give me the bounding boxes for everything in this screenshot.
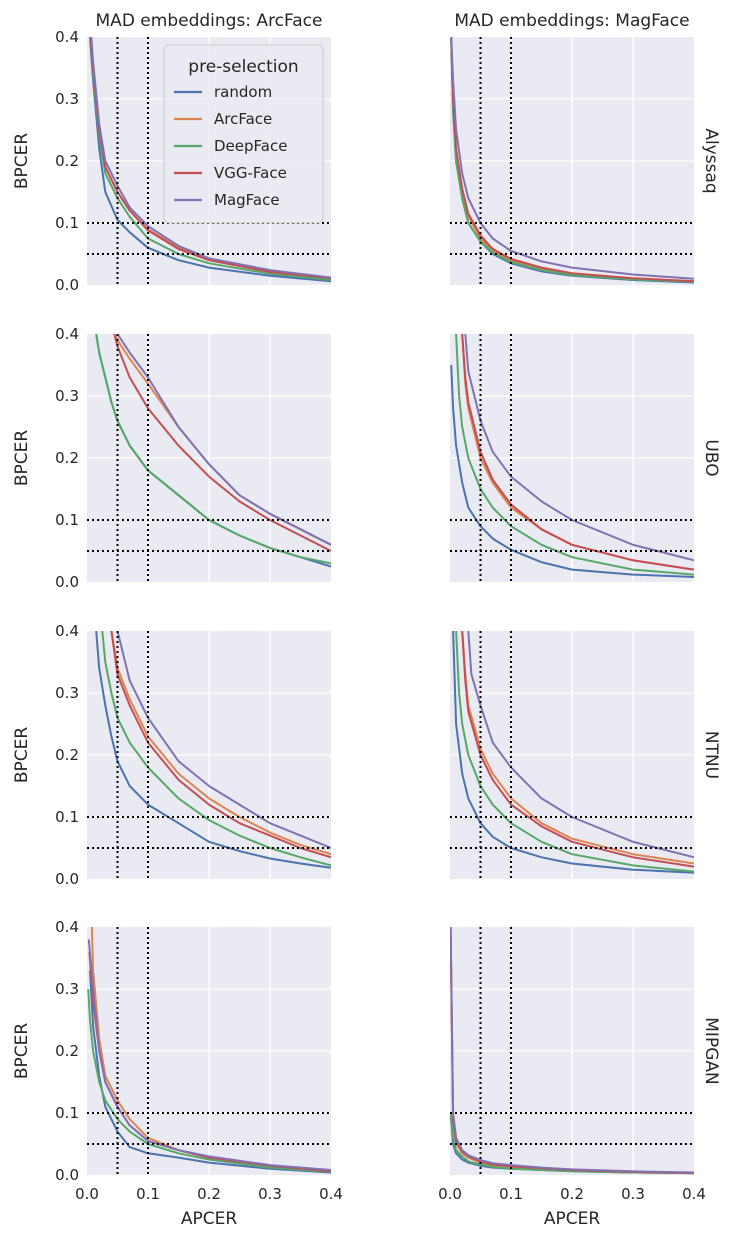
panel-mipgan-magface-series-magface	[450, 927, 694, 1174]
xtick-label: 0.2	[197, 1185, 221, 1203]
xtick-label: 0.2	[560, 1185, 584, 1203]
ytick-label: 0.2	[55, 1042, 79, 1060]
legend-entry-deepface: DeepFace	[174, 137, 287, 155]
panel-alyssaq-magface-series-magface	[450, 37, 694, 280]
xtick-label: 0.4	[682, 1185, 706, 1203]
panel-mipgan-magface-series-group	[450, 927, 694, 1175]
xtick-label: 0.0	[75, 1185, 99, 1203]
panel-ntnu-arcface-series-random	[95, 631, 331, 869]
legend-entry-vgg-face: VGG-Face	[174, 164, 287, 182]
panel-mipgan-arcface-series-magface	[87, 939, 331, 1171]
y-axis-label: BPCER	[12, 133, 32, 190]
row-title-ubo: UBO	[701, 439, 721, 476]
ytick-label: 0.4	[55, 28, 79, 46]
ytick-label: 0.1	[55, 511, 79, 529]
ytick-label: 0.2	[55, 746, 79, 764]
panel-ntnu-magface	[450, 631, 694, 879]
ytick-label: 0.0	[55, 276, 79, 294]
panel-ubo-arcface-series-vgg-face	[113, 334, 331, 552]
panel-ntnu-arcface-series-magface	[116, 631, 331, 849]
panel-ubo-magface	[450, 334, 694, 582]
panel-alyssaq-magface	[450, 37, 694, 285]
y-axis-label: BPCER	[12, 430, 32, 487]
panel-ntnu-magface-series-random	[452, 631, 694, 874]
legend-layer: pre-selection random ArcFace DeepFace VGG-Fa…	[163, 44, 324, 224]
panel-alyssaq-arcface-series-magface	[90, 37, 331, 279]
ytick-label: 0.3	[55, 684, 79, 702]
legend-label-magface: MagFace	[214, 191, 280, 209]
panel-ntnu-arcface-series-arcface	[110, 631, 331, 856]
ytick-label: 0.1	[55, 1104, 79, 1122]
ytick-label: 0.0	[55, 870, 79, 888]
panel-ubo-magface-series-deepface	[455, 334, 694, 576]
panel-alyssaq-magface-series-vgg-face	[450, 37, 694, 283]
legend-entry-arcface: ArcFace	[174, 110, 272, 128]
panel-mipgan-magface-series-deepface	[450, 1112, 694, 1175]
panel-ubo-arcface	[87, 334, 331, 582]
xtick-label: 0.3	[621, 1185, 645, 1203]
ytick-label: 0.1	[55, 214, 79, 232]
legend-entry-magface: MagFace	[174, 191, 280, 209]
ytick-label: 0.4	[55, 918, 79, 936]
legend-label-random: random	[214, 83, 272, 101]
ytick-label: 0.3	[55, 387, 79, 405]
x-axis-label: APCER	[181, 1209, 237, 1229]
panel-alyssaq-arcface-series-random	[89, 37, 331, 283]
legend-title: pre-selection	[188, 57, 298, 77]
col-title-magface: MAD embeddings: MagFace	[454, 11, 689, 31]
panel-ntnu-arcface-series-vgg-face	[110, 631, 331, 859]
panel-mipgan-arcface-series-group	[87, 927, 331, 1174]
ytick-label: 0.2	[55, 449, 79, 467]
legend-label-arcface: ArcFace	[214, 110, 272, 128]
ytick-label: 0.1	[55, 808, 79, 826]
legend: pre-selection random ArcFace DeepFace VGG-Fa…	[163, 44, 324, 224]
xtick-label: 0.1	[499, 1185, 523, 1203]
panel-ntnu-arcface-series-deepface	[101, 631, 331, 867]
y-axis-label: BPCER	[12, 727, 32, 784]
panel-ubo-magface-series-vgg-face	[461, 334, 694, 571]
row-title-ntnu: NTNU	[701, 731, 721, 779]
ytick-label: 0.0	[55, 1166, 79, 1184]
ytick-label: 0.3	[55, 90, 79, 108]
labels-layer: 0.0 0.1 0.2 0.3 0.4 BPCER MAD embeddings: ArcF…	[12, 11, 721, 1229]
panel-ubo-magface-series-group	[450, 334, 694, 578]
panel-mipgan-magface	[450, 927, 694, 1175]
panels-layer	[87, 37, 694, 1175]
panel-ubo-arcface-series-magface	[116, 334, 331, 546]
xtick-label: 0.3	[258, 1185, 282, 1203]
x-axis-label: APCER	[544, 1209, 600, 1229]
legend-frame	[163, 44, 324, 224]
row-title-alyssaq: Alyssaq	[701, 128, 721, 193]
panel-ntnu-magface-series-vgg-face	[461, 631, 694, 868]
xtick-label: 0.1	[136, 1185, 160, 1203]
row-title-mipgan: MIPGAN	[701, 1017, 721, 1084]
panel-ntnu-arcface	[87, 631, 331, 879]
panel-alyssaq-arcface-series-group	[89, 37, 331, 283]
col-title-arcface: MAD embeddings: ArcFace	[96, 11, 323, 31]
panel-ntnu-magface-series-deepface	[455, 631, 694, 873]
ytick-label: 0.2	[55, 152, 79, 170]
panel-ntnu-arcface-series-group	[95, 631, 331, 869]
panel-alyssaq-magface-series-deepface	[450, 37, 694, 283]
panel-ubo-magface-series-magface	[464, 334, 694, 562]
ytick-label: 0.0	[55, 573, 79, 591]
panel-mipgan-arcface-series-random	[89, 970, 331, 1174]
panel-mipgan-arcface	[87, 927, 331, 1175]
y-axis-label: BPCER	[12, 1023, 32, 1080]
ytick-label: 0.3	[55, 980, 79, 998]
legend-label-vgg-face: VGG-Face	[214, 164, 287, 182]
legend-label-deepface: DeepFace	[214, 137, 287, 155]
ytick-label: 0.4	[55, 325, 79, 343]
ytick-label: 0.4	[55, 622, 79, 640]
xtick-label: 0.0	[438, 1185, 462, 1203]
panel-mipgan-arcface-series-deepface	[87, 988, 331, 1173]
panel-alyssaq-magface-series-group	[450, 37, 694, 284]
legend-entry-random: random	[174, 83, 272, 101]
panel-ubo-magface-series-random	[450, 364, 694, 578]
xtick-label: 0.4	[319, 1185, 343, 1203]
